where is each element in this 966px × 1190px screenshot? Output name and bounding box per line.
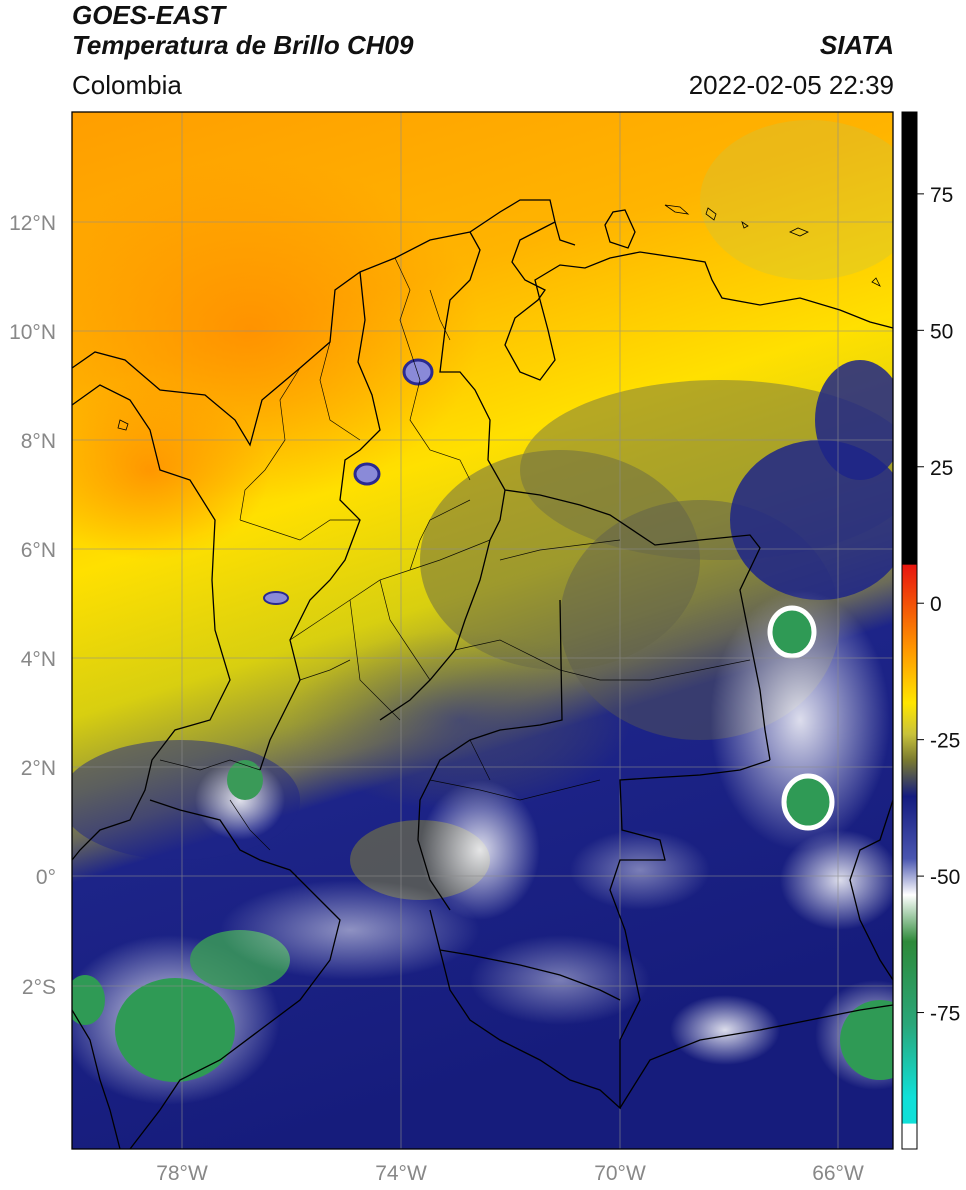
- lat-label: 6°N: [21, 539, 56, 562]
- longitude-labels: 78°W 74°W 70°W 66°W: [156, 1162, 864, 1185]
- country-borders: [72, 199, 893, 1149]
- product-title: Temperatura de Brillo CH09: [72, 30, 414, 60]
- lat-label: 12°N: [9, 212, 56, 235]
- region-label: Colombia: [72, 70, 182, 100]
- colorbar-tick-label: 0: [930, 593, 942, 616]
- lat-label: 10°N: [9, 321, 56, 344]
- colorbar-ticks: 75 50 25 0 -25 -50 -75: [917, 184, 960, 1026]
- colorbar-tick-label: -75: [930, 1003, 960, 1026]
- lat-label: 2°S: [22, 976, 56, 999]
- lat-label: 0°: [36, 866, 56, 889]
- lat-label: 8°N: [21, 430, 56, 453]
- datetime-label: 2022-02-05 22:39: [688, 70, 894, 100]
- colorbar-tick-label: 50: [930, 320, 953, 343]
- latitude-labels: 12°N 10°N 8°N 6°N 4°N 2°N 0° 2°S: [9, 212, 56, 999]
- colorbar-tick-label: 25: [930, 457, 953, 480]
- satellite-title: GOES-EAST: [72, 0, 226, 30]
- colorbar-tick-label: 75: [930, 184, 953, 207]
- colorbar-gradient: [901, 111, 918, 1150]
- admin-boundaries: [159, 257, 751, 851]
- lon-label: 74°W: [375, 1162, 427, 1185]
- lon-label: 78°W: [156, 1162, 208, 1185]
- lon-label: 66°W: [812, 1162, 864, 1185]
- colorbar: 75 50 25 0 -25 -50 -75: [901, 111, 960, 1150]
- lat-label: 2°N: [21, 757, 56, 780]
- map-frame: [71, 111, 894, 1150]
- islands: [117, 204, 881, 431]
- colorbar-tick-label: -25: [930, 730, 960, 753]
- lat-label: 4°N: [21, 648, 56, 671]
- lon-label: 70°W: [594, 1162, 646, 1185]
- agency-label: SIATA: [819, 30, 894, 60]
- map-imagery: [72, 112, 893, 1149]
- colorbar-tick-label: -50: [930, 866, 960, 889]
